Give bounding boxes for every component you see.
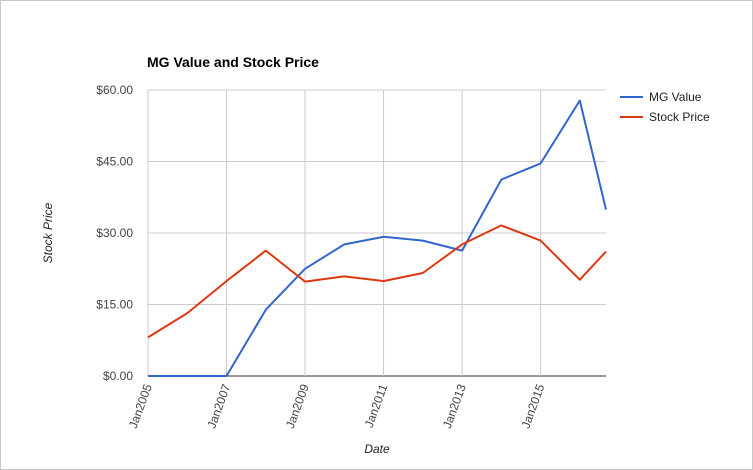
x-tick-label: Jan2009: [283, 382, 312, 430]
x-tick-label: Jan2015: [518, 382, 547, 430]
chart-title: MG Value and Stock Price: [147, 54, 319, 70]
y-tick-label: $15.00: [96, 298, 133, 312]
y-axis-ticks: $0.00 $15.00 $30.00 $45.00 $60.00: [96, 83, 133, 383]
x-tick-label: Jan2011: [362, 382, 391, 430]
series-line-mg-value: [148, 99, 607, 377]
legend-label: Stock Price: [649, 110, 710, 124]
x-tick-label: Jan2005: [126, 382, 155, 430]
x-axis-title: Date: [364, 442, 390, 456]
x-axis-ticks: Jan2005 Jan2007 Jan2009 Jan2011 Jan2013 Jan20…: [126, 382, 548, 430]
x-tick-label: Jan2007: [204, 382, 233, 430]
legend: MG Value Stock Price: [620, 90, 710, 124]
legend-label: MG Value: [649, 90, 702, 104]
grid-lines: [147, 89, 606, 377]
y-tick-label: $60.00: [96, 83, 133, 97]
series-line-stock-price: [147, 224, 607, 339]
series-lines: [147, 99, 607, 377]
y-tick-label: $30.00: [96, 226, 133, 240]
y-tick-label: $45.00: [96, 155, 133, 169]
y-tick-label: $0.00: [103, 369, 133, 383]
y-axis-title: Stock Price: [41, 202, 55, 263]
x-tick-label: Jan2013: [440, 382, 469, 430]
